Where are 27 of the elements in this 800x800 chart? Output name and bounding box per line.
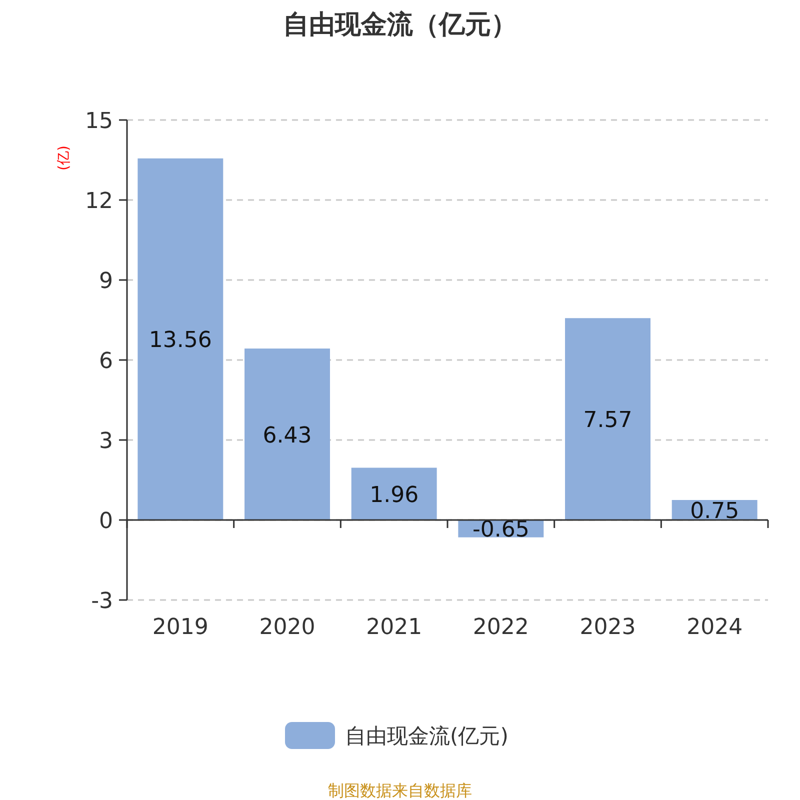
x-tick-label: 2024 <box>686 615 743 640</box>
y-axis-title: (亿) <box>56 146 72 170</box>
y-tick-label: 3 <box>99 429 113 454</box>
text: 制图数据来自数据库 <box>328 781 472 800</box>
x-tick-label: 2021 <box>366 615 422 640</box>
data-label: -0.65 <box>472 518 530 543</box>
bar <box>138 158 224 520</box>
data-label: 1.96 <box>370 482 419 508</box>
y-tick-label: 0 <box>99 509 113 534</box>
x-tick-label: 2023 <box>580 615 636 640</box>
bar <box>244 348 330 520</box>
x-tick-label: 2022 <box>472 615 529 640</box>
data-label: 0.75 <box>690 499 740 524</box>
y-tick-label: 6 <box>99 349 113 374</box>
x-tick-label: 2020 <box>259 615 316 640</box>
legend-label: 自由现金流(亿元) <box>345 724 508 748</box>
bar <box>351 468 437 520</box>
bar <box>565 318 650 520</box>
x-tick-label: 2019 <box>152 615 208 640</box>
y-tick-label: 15 <box>85 109 113 134</box>
y-tick-label: 12 <box>85 189 113 214</box>
y-tick-label: -3 <box>91 589 113 614</box>
y-tick-label: 9 <box>99 269 113 294</box>
data-label: 13.56 <box>148 328 212 354</box>
data-label: 6.43 <box>262 423 312 448</box>
data-label: 7.57 <box>583 408 632 434</box>
chart-title: 自由现金流（亿元） <box>283 10 517 40</box>
